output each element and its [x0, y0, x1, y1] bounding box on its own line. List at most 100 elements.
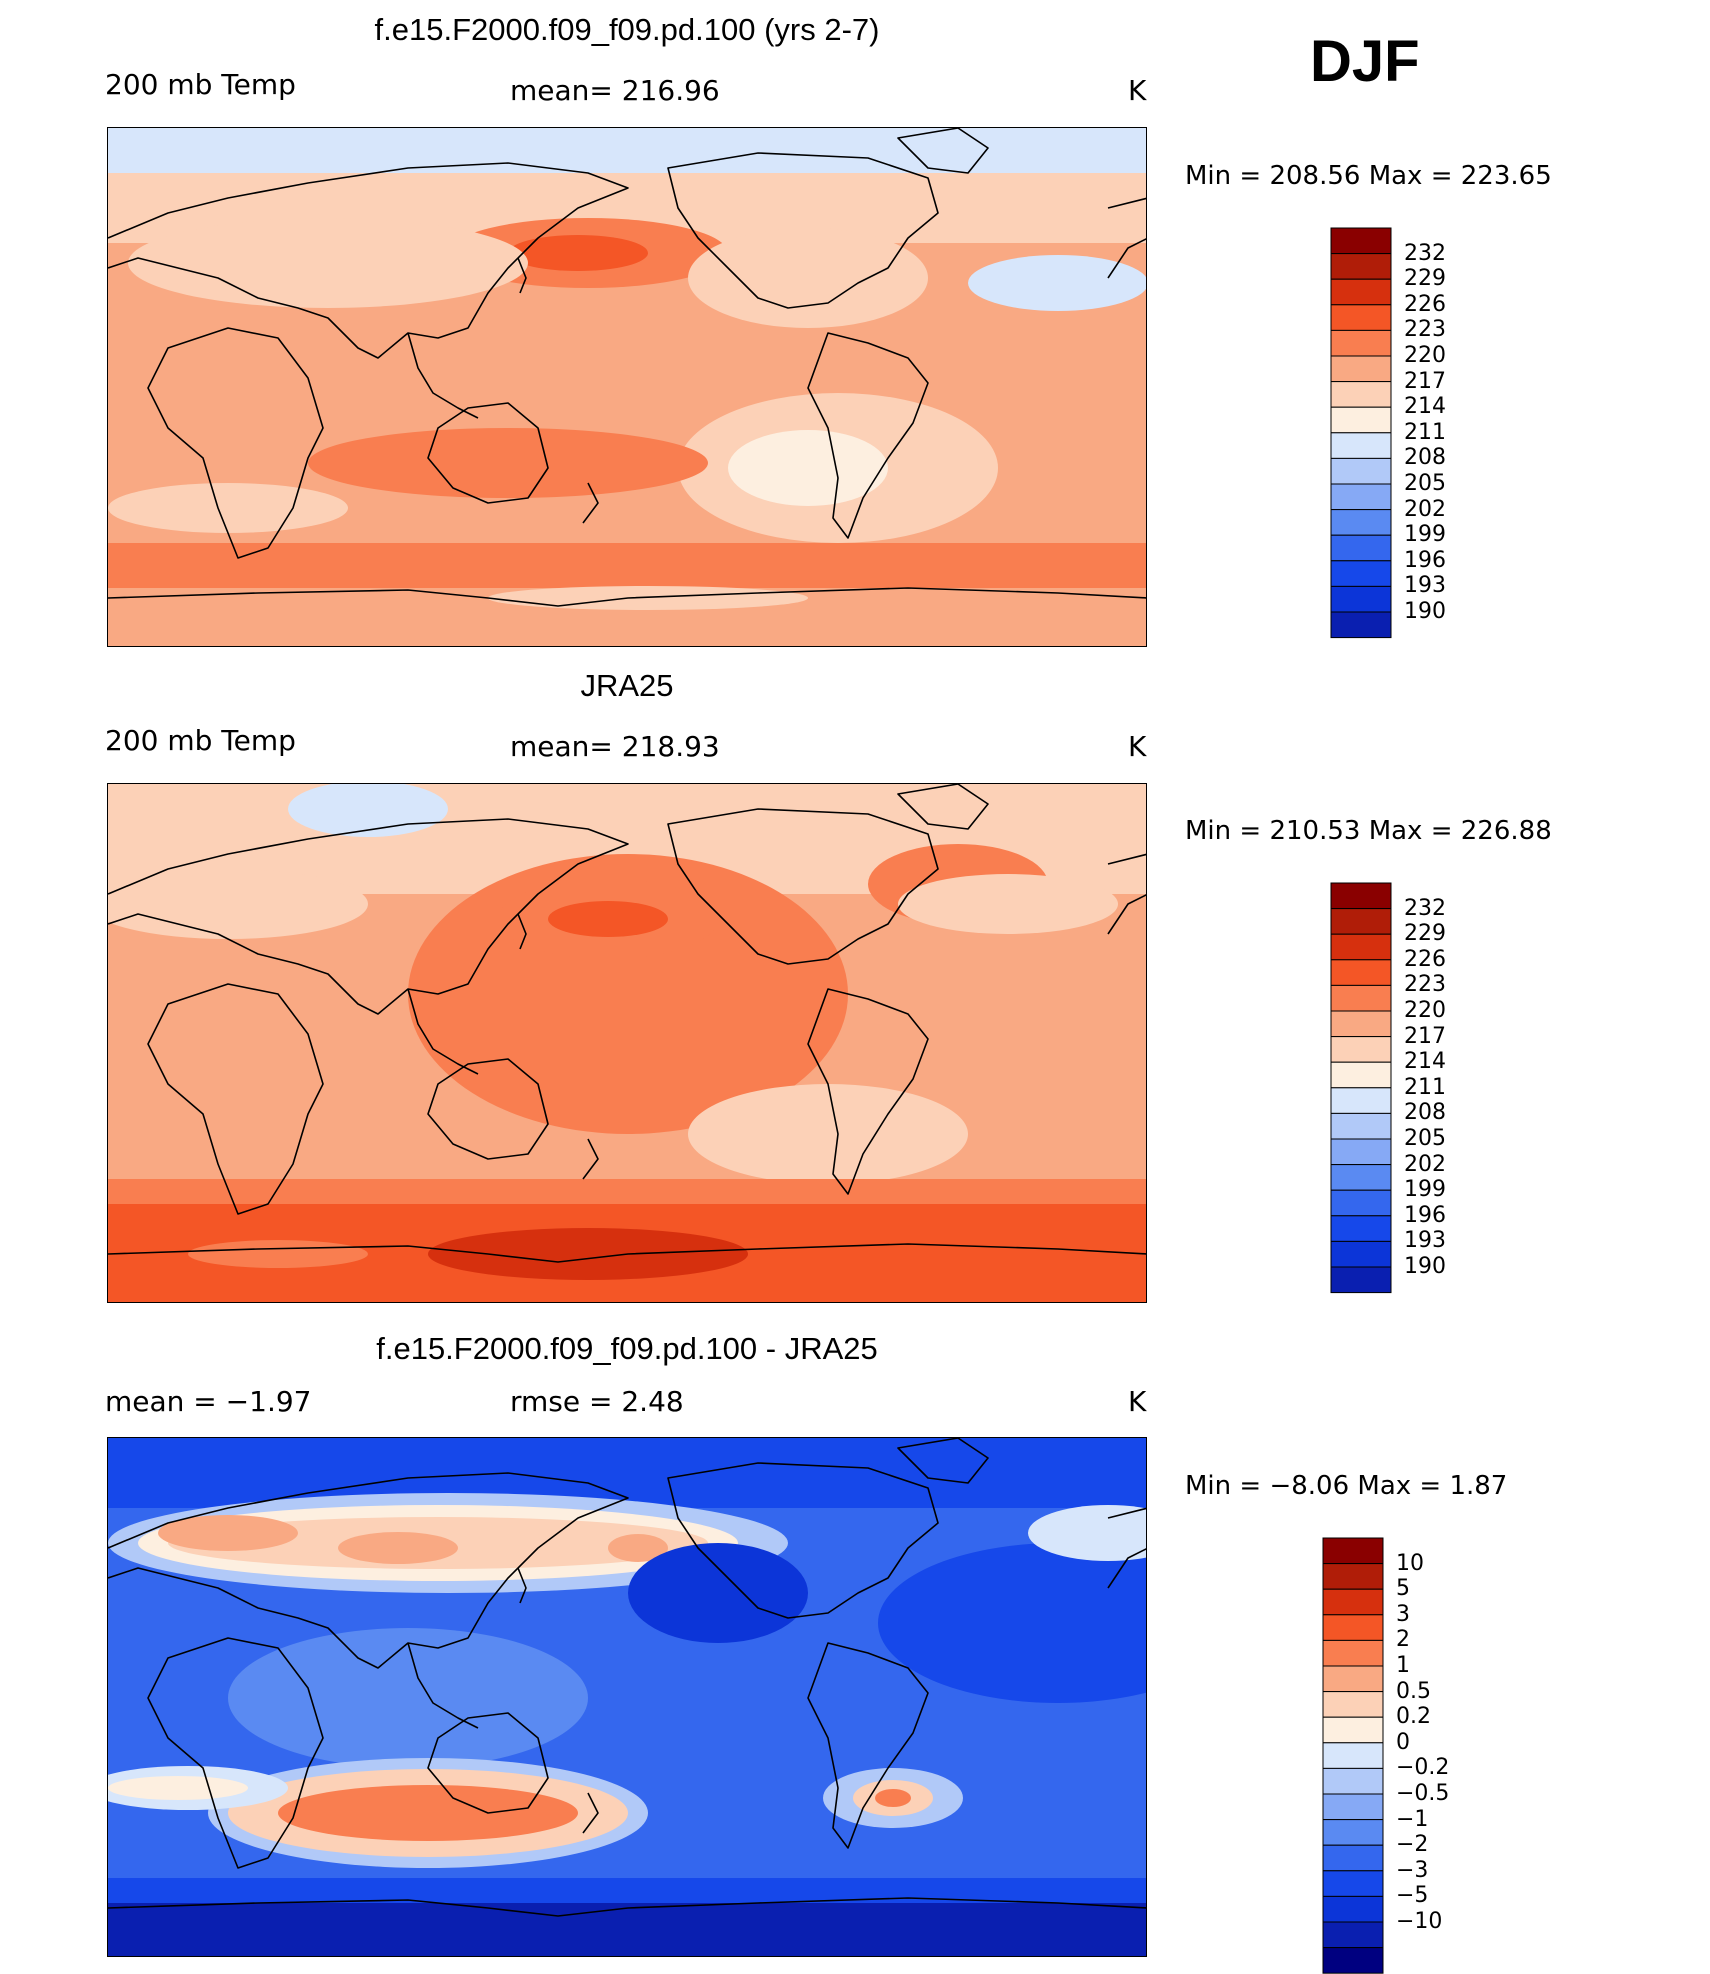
coastline: [582, 1792, 599, 1834]
coastline: [407, 988, 479, 1075]
colorbar-tick-label: −2: [1396, 1832, 1429, 1858]
colorbar-tick-label: −1: [1396, 1806, 1429, 1832]
colorbar-tick-label: 0: [1396, 1729, 1410, 1755]
panel-1-title: f.e15.F2000.f09_f09.pd.100 (yrs 2-7): [374, 12, 880, 47]
polar-cold-band: [108, 1903, 1146, 1956]
colorbar-box: [1330, 483, 1392, 511]
colorbar-tick-label: 205: [1404, 1126, 1446, 1151]
colorbar-tick-label: 193: [1404, 573, 1446, 599]
panel-2-field-label: 200 mb Temp: [105, 724, 296, 757]
contour-region: [278, 1785, 578, 1841]
colorbar-box: [1330, 329, 1392, 357]
coastline: [147, 983, 324, 1215]
contour-region: [428, 1228, 748, 1280]
colorbar-box: [1322, 1947, 1384, 1974]
panel-2-mean-label: mean= 218.93: [510, 730, 720, 763]
contour-region: [875, 1789, 911, 1807]
colorbar-box: [1322, 1691, 1384, 1718]
colorbar-box: [1322, 1921, 1384, 1949]
colorbar-box: [1322, 1563, 1384, 1590]
colorbar-box: [1330, 457, 1392, 485]
contour-region: [1028, 1505, 1146, 1561]
contour-region: [188, 1240, 368, 1268]
panel-3-map-svg: [108, 1438, 1146, 1956]
colorbar-box: [1330, 1010, 1392, 1038]
colorbar-box: [1322, 1665, 1384, 1693]
contour-region: [688, 1084, 968, 1184]
colorbar-tick-label: 211: [1404, 419, 1446, 445]
contour-region: [228, 1628, 588, 1768]
colorbar-tick-label: 10: [1396, 1550, 1424, 1576]
colorbar-tick-label: 229: [1404, 266, 1446, 292]
colorbar-tick-label: 196: [1404, 1202, 1446, 1228]
panel-2-title: JRA25: [580, 668, 674, 703]
colorbar-tick-label: 232: [1404, 240, 1446, 266]
panel-3-minmax: Min = −8.06 Max = 1.87: [1185, 1471, 1508, 1501]
colorbar-svg: [1330, 227, 1392, 639]
coastline: [108, 162, 629, 359]
colorbar-box: [1330, 1036, 1392, 1063]
coastline: [582, 1138, 599, 1180]
coastline: [1107, 853, 1146, 865]
panel-1-units: K: [1128, 74, 1147, 107]
colorbar-box: [1330, 1240, 1392, 1268]
colorbar-box: [1330, 227, 1392, 255]
panel-2-map: [107, 783, 1147, 1303]
colorbar-tick-label: 205: [1404, 471, 1446, 496]
contour-region: [128, 218, 528, 308]
coastline: [108, 1897, 1146, 1917]
colorbar-box: [1330, 908, 1392, 935]
colorbar-box: [1330, 1061, 1392, 1089]
panel-3-mean-label: mean = −1.97: [105, 1385, 312, 1418]
colorbar-box: [1322, 1844, 1384, 1872]
colorbar-tick-label: 226: [1404, 291, 1446, 317]
panel-3-title: f.e15.F2000.f09_f09.pd.100 - JRA25: [376, 1331, 878, 1366]
coastline: [517, 913, 527, 950]
contour-region: [108, 1776, 248, 1800]
colorbar-tick-label: 193: [1404, 1228, 1446, 1254]
colorbar-box: [1330, 882, 1392, 910]
season-label: DJF: [1310, 29, 1420, 94]
colorbar-tick-label: 202: [1404, 496, 1446, 522]
colorbar-tick-label: 214: [1404, 394, 1446, 420]
panel-2-minmax: Min = 210.53 Max = 226.88: [1185, 816, 1552, 846]
colorbar-tick-label: 223: [1404, 317, 1446, 343]
colorbar-box: [1330, 253, 1392, 280]
contour-region: [508, 235, 648, 271]
panel-1-mean-label: mean= 216.96: [510, 74, 720, 107]
coastline: [897, 784, 989, 830]
southern-warm-band: [108, 543, 1146, 588]
colorbar-box: [1330, 509, 1392, 536]
coastline: [1107, 197, 1146, 209]
colorbar-tick-label: −5: [1396, 1883, 1429, 1909]
colorbar-box: [1322, 1767, 1384, 1795]
panel-3-rmse-label: rmse = 2.48: [510, 1385, 684, 1418]
coastline: [1107, 1507, 1146, 1519]
coastline: [667, 808, 939, 965]
coastline: [407, 332, 479, 419]
coastline: [147, 327, 324, 559]
colorbar-tick-label: 5: [1396, 1576, 1410, 1602]
coastline: [667, 1462, 939, 1619]
colorbar-tick-label: 2: [1396, 1627, 1410, 1653]
colorbar-box: [1322, 1793, 1384, 1821]
colorbar-tick-label: 202: [1404, 1151, 1446, 1177]
colorbar-svg: [1330, 882, 1392, 1294]
contour-region: [548, 901, 668, 937]
colorbar-box: [1322, 1819, 1384, 1846]
coastline: [427, 402, 549, 504]
colorbar-box: [1322, 1742, 1384, 1769]
coastline: [807, 332, 929, 539]
coastline: [582, 482, 599, 524]
colorbar-box: [1330, 984, 1392, 1012]
colorbar-tick-label: 190: [1404, 1254, 1446, 1279]
contour-region: [688, 228, 928, 328]
coastline: [427, 1058, 549, 1160]
colorbar-tick-label: 229: [1404, 921, 1446, 947]
contour-region: [108, 869, 368, 939]
colorbar-box: [1330, 1266, 1392, 1294]
contour-region: [728, 430, 888, 506]
colorbar-tick-label: 220: [1404, 343, 1446, 368]
colorbar-box: [1322, 1537, 1384, 1565]
panel-1-minmax: Min = 208.56 Max = 223.65: [1185, 161, 1552, 191]
